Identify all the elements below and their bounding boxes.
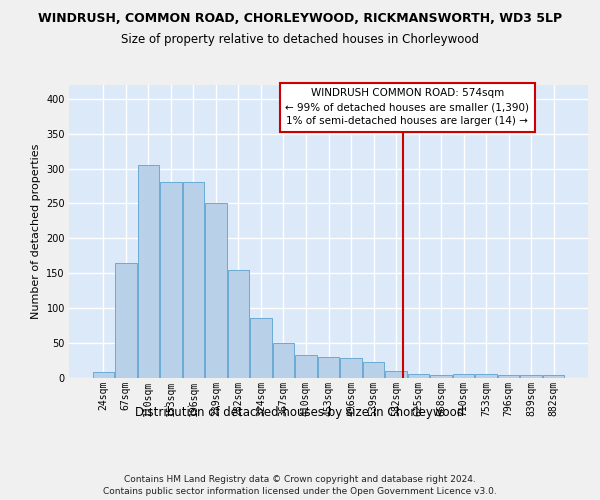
Text: WINDRUSH, COMMON ROAD, CHORLEYWOOD, RICKMANSWORTH, WD3 5LP: WINDRUSH, COMMON ROAD, CHORLEYWOOD, RICK… [38, 12, 562, 26]
Bar [160, 182, 182, 378]
Bar [228, 270, 249, 378]
Bar [318, 356, 339, 378]
Bar [115, 262, 137, 378]
Bar [273, 342, 294, 378]
Y-axis label: Number of detached properties: Number of detached properties [31, 144, 41, 319]
Bar [92, 372, 114, 378]
Bar [137, 165, 159, 378]
Bar [408, 374, 429, 378]
Bar [475, 374, 497, 378]
Text: WINDRUSH COMMON ROAD: 574sqm
← 99% of detached houses are smaller (1,390)
1% of : WINDRUSH COMMON ROAD: 574sqm ← 99% of de… [286, 88, 529, 126]
Bar [453, 374, 475, 378]
Bar [520, 376, 542, 378]
Bar [182, 182, 204, 378]
Text: Distribution of detached houses by size in Chorleywood: Distribution of detached houses by size … [136, 406, 464, 419]
Bar [295, 355, 317, 378]
Bar [430, 376, 452, 378]
Bar [250, 318, 272, 378]
Bar [543, 376, 565, 378]
Bar [363, 362, 384, 378]
Bar [498, 376, 520, 378]
Text: Contains HM Land Registry data © Crown copyright and database right 2024.
Contai: Contains HM Land Registry data © Crown c… [103, 475, 497, 496]
Text: Size of property relative to detached houses in Chorleywood: Size of property relative to detached ho… [121, 32, 479, 46]
Bar [340, 358, 362, 378]
Bar [205, 204, 227, 378]
Bar [385, 370, 407, 378]
